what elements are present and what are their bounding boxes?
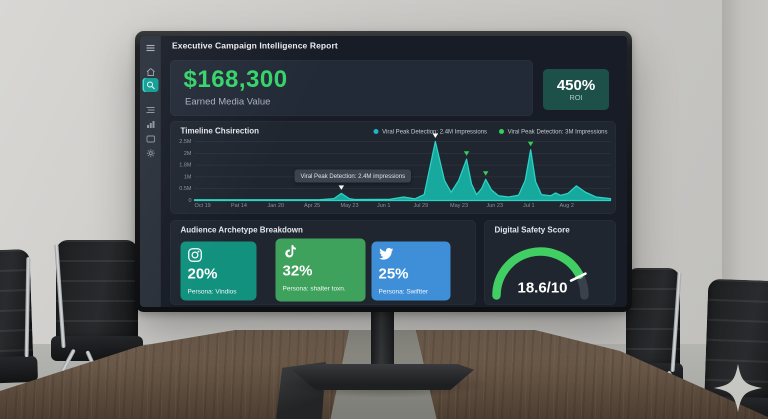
tiktok-icon [283,245,297,263]
tiktok-card[interactable]: 32% Persona: shalter toxn. [275,238,366,302]
tiktok-share: 32% [282,262,313,280]
monitor-stand-base [292,364,474,390]
instagram-icon [188,248,203,266]
twitter-icon [379,247,394,264]
safety-score: 18.6/10 [517,279,568,297]
roi-card: 450% ROI [543,69,609,110]
office-chair [51,240,143,374]
y-tick-label: 1.8M [179,162,192,169]
legend-dot [499,129,505,134]
monitor-bezel: Executive Campaign Intelligence Report $… [135,31,632,312]
legend-dot [373,129,379,134]
x-tick-label: Oct 19 [194,202,211,209]
x-tick-label: Apr 25 [304,202,321,209]
bar-chart-icon[interactable] [143,117,159,131]
y-tick-label: 0 [188,197,192,204]
instagram-card[interactable]: 20% Persona: Vindios [180,241,257,301]
sparkle-watermark [713,363,763,413]
y-tick-label: 0.5M [179,185,192,192]
office-chair [0,248,38,399]
x-tick-label: Aug 2 [559,202,574,209]
twitter-share: 25% [378,265,409,283]
twitter-persona: Persona: Swiftter [378,287,429,296]
safety-title: Digital Safety Score [494,226,570,235]
earned-media-label: Earned Media Value [185,96,271,108]
timeline-title: Timeline Chsirection [180,127,260,136]
settings-gear-icon[interactable] [143,146,159,160]
instagram-persona: Persona: Vindios [187,287,237,296]
audience-title: Audience Archetype Breakdown [180,226,303,235]
x-tick-label: Jun 23 [486,202,504,209]
x-tick-label: Pat 14 [231,202,247,209]
roi-label: ROI [569,93,583,103]
monitor-stand-column [371,308,394,368]
y-tick-label: 2M [183,150,192,157]
monitor-screen: Executive Campaign Intelligence Report $… [140,36,627,307]
home-icon[interactable] [143,65,159,79]
search-icon[interactable] [142,78,159,92]
twitter-card[interactable]: 25% Persona: Swiftter [371,241,451,301]
menu-icon[interactable] [143,41,159,55]
roi-value: 450% [556,77,596,94]
x-tick-label: Jun 1 [377,202,391,209]
y-tick-label: 2.5M [179,138,192,145]
earned-media-card: $168,300 Earned Media Value [170,60,533,116]
legend-label: Viral Peak Detection: 2.4M Impressions [382,128,488,135]
legend-item-1[interactable]: Viral Peak Detection: 3M Impressions [499,128,608,135]
instagram-share: 20% [187,265,218,283]
window-icon[interactable] [143,132,159,146]
list-icon[interactable] [143,103,159,117]
x-tick-label: May 23 [450,202,469,209]
x-tick-label: May 23 [340,202,359,209]
y-tick-label: 1M [183,173,192,180]
audience-panel: Audience Archetype Breakdown 20% Persona… [170,220,476,305]
earned-media-value: $168,300 [183,66,288,93]
x-tick-label: Jan 20 [267,202,285,209]
x-tick-label: Jul 1 [523,202,535,209]
legend-label: Viral Peak Detection: 3M Impressions [507,128,608,135]
safety-gauge [492,247,589,300]
chart-legend: Viral Peak Detection: 2.4M Impressions Vi… [373,128,608,135]
page-title: Executive Campaign Intelligence Report [172,41,338,51]
tiktok-persona: Persona: shalter toxn. [282,284,346,293]
sidebar [140,36,161,307]
chart-tooltip: Viral Peak Detection: 2.4M impressions [294,169,412,183]
timeline-panel: Timeline Chsirection Viral Peak Detectio… [170,121,616,214]
x-tick-label: Jul 29 [413,202,429,209]
safety-panel: Digital Safety Score 18.6/10 [484,220,616,305]
legend-item-0[interactable]: Viral Peak Detection: 2.4M Impressions [373,128,488,135]
gauge-needle [569,272,587,282]
